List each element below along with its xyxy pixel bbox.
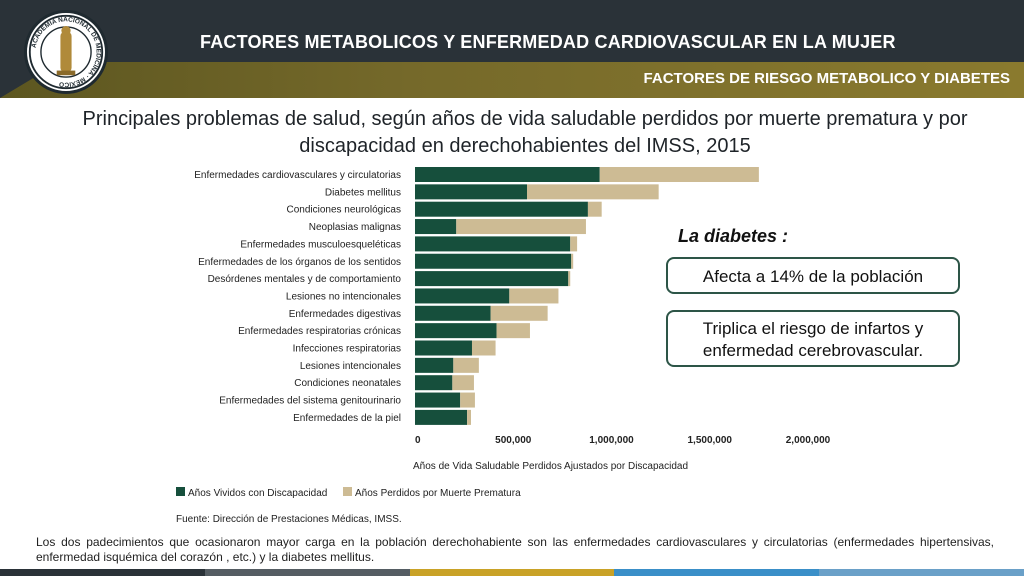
category-label: Condiciones neonatales xyxy=(294,378,401,389)
bar-segment-discapacidad xyxy=(415,409,468,425)
bar-segment-discapacidad xyxy=(415,392,461,408)
bar-segment-muerte-prematura xyxy=(496,323,530,339)
bar-segment-discapacidad xyxy=(415,253,572,269)
bar-segment-discapacidad xyxy=(415,375,453,391)
category-label: Infecciones respiratorias xyxy=(293,344,401,355)
bar-segment-muerte-prematura xyxy=(571,253,574,269)
callout-prevalence: Afecta a 14% de la población xyxy=(666,257,960,294)
bar-segment-discapacidad xyxy=(415,184,528,200)
bottom-bar-segment xyxy=(409,569,615,576)
chart-title: Principales problemas de salud, según añ… xyxy=(82,108,968,157)
category-label: Diabetes mellitus xyxy=(325,187,401,198)
category-label: Neoplasias malignas xyxy=(309,222,401,233)
bar-segment-muerte-prematura xyxy=(456,219,586,235)
category-label: Condiciones neurológicas xyxy=(286,205,401,216)
x-tick-label: 500,000 xyxy=(495,435,532,446)
x-tick-label: 1,000,000 xyxy=(589,435,634,446)
bar-segment-muerte-prematura xyxy=(527,184,659,200)
bar-segment-discapacidad xyxy=(415,288,510,304)
category-label: Enfermedades respiratorias crónicas xyxy=(238,326,401,337)
bar-segment-discapacidad xyxy=(415,167,600,182)
bar-segment-muerte-prematura xyxy=(599,167,759,182)
category-label: Desórdenes mentales y de comportamiento xyxy=(208,274,402,285)
bar-segment-muerte-prematura xyxy=(467,409,472,425)
bar-segment-muerte-prematura xyxy=(509,288,559,304)
bar-segment-muerte-prematura xyxy=(587,201,602,217)
bottom-bar-segment xyxy=(0,569,205,576)
bar-segment-discapacidad xyxy=(415,357,454,373)
legend-label: Años Perdidos por Muerte Prematura xyxy=(355,488,521,499)
bar-segment-muerte-prematura xyxy=(568,271,571,287)
bar-segment-discapacidad xyxy=(415,236,571,252)
x-tick-label: 1,500,000 xyxy=(688,435,733,446)
category-label: Enfermedades musculoesqueléticas xyxy=(240,239,401,250)
category-label: Lesiones no intencionales xyxy=(286,291,401,302)
bar-segment-discapacidad xyxy=(415,323,497,339)
header-bar xyxy=(0,0,1024,62)
bar-segment-discapacidad xyxy=(415,219,457,235)
bar-segment-muerte-prematura xyxy=(471,340,496,356)
bottom-bar-segment xyxy=(614,569,820,576)
x-tick-label: 0 xyxy=(415,435,421,446)
bar-segment-muerte-prematura xyxy=(490,305,548,321)
chart-source: Fuente: Dirección de Prestaciones Médica… xyxy=(176,514,402,525)
category-label: Enfermedades digestivas xyxy=(289,309,401,320)
bottom-color-bar xyxy=(0,569,1024,576)
category-label: Enfermedades cardiovasculares y circulat… xyxy=(194,170,401,181)
page-title: FACTORES METABOLICOS Y ENFERMEDAD CARDIO… xyxy=(200,32,896,52)
legend-swatch xyxy=(176,487,185,496)
category-label: Lesiones intencionales xyxy=(300,361,401,372)
diabetes-heading: La diabetes : xyxy=(678,226,789,246)
bar-segment-muerte-prematura xyxy=(460,392,475,408)
x-axis-label: Años de Vida Saludable Perdidos Ajustado… xyxy=(413,461,688,472)
category-label: Enfermedades de la piel xyxy=(293,413,401,424)
legend-label: Años Vividos con Discapacidad xyxy=(188,488,327,499)
academy-logo: ACADEMIA NACIONAL DE MEDICINA · MÉXICO xyxy=(24,10,108,94)
bar-segment-muerte-prematura xyxy=(452,375,474,391)
bar-segment-discapacidad xyxy=(415,271,569,287)
subtitle-band xyxy=(0,62,1024,98)
bar-segment-muerte-prematura xyxy=(570,236,578,252)
academy-seal-icon: ACADEMIA NACIONAL DE MEDICINA · MÉXICO xyxy=(28,14,104,90)
category-label: Enfermedades del sistema genitourinario xyxy=(219,396,401,407)
bottom-bar-segment xyxy=(204,569,410,576)
section-subtitle: FACTORES DE RIESGO METABOLICO Y DIABETES xyxy=(643,70,1010,87)
bar-segment-discapacidad xyxy=(415,340,472,356)
bottom-bar-segment xyxy=(819,569,1024,576)
bar-segment-muerte-prematura xyxy=(453,357,479,373)
bar-segment-discapacidad xyxy=(415,201,588,217)
callout-risk: Triplica el riesgo de infartos y enferme… xyxy=(666,310,960,367)
category-label: Enfermedades de los órganos de los senti… xyxy=(198,257,401,268)
footnote: Los dos padecimientos que ocasionaron ma… xyxy=(36,535,994,564)
x-tick-label: 2,000,000 xyxy=(786,435,831,446)
legend-swatch xyxy=(343,487,352,496)
bar-segment-discapacidad xyxy=(415,305,491,321)
